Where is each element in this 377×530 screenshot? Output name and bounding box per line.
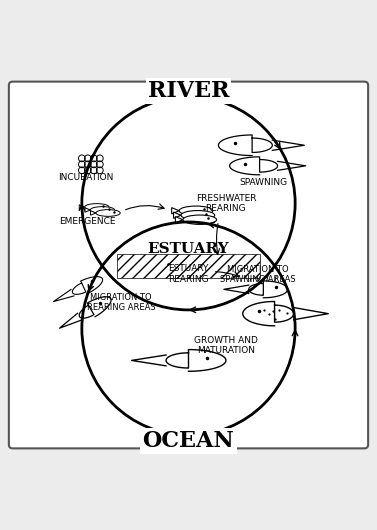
FancyBboxPatch shape xyxy=(9,82,368,448)
Polygon shape xyxy=(132,263,140,269)
Polygon shape xyxy=(294,307,328,320)
Text: RIVER: RIVER xyxy=(148,80,229,102)
Polygon shape xyxy=(166,350,226,372)
Polygon shape xyxy=(172,208,179,214)
Text: SPAWNING: SPAWNING xyxy=(239,178,287,187)
Polygon shape xyxy=(90,211,96,215)
Polygon shape xyxy=(79,297,111,318)
Polygon shape xyxy=(249,281,288,298)
Text: ESTUARY
REARING: ESTUARY REARING xyxy=(168,264,209,284)
Polygon shape xyxy=(132,355,166,366)
Ellipse shape xyxy=(96,210,120,216)
Ellipse shape xyxy=(140,261,177,271)
Text: OCEAN: OCEAN xyxy=(143,430,234,452)
Ellipse shape xyxy=(181,210,215,220)
Text: ESTUARY: ESTUARY xyxy=(148,242,229,256)
Polygon shape xyxy=(54,289,74,302)
Polygon shape xyxy=(173,212,181,218)
Polygon shape xyxy=(60,313,81,328)
Polygon shape xyxy=(224,285,249,294)
Ellipse shape xyxy=(90,207,115,214)
Ellipse shape xyxy=(85,204,109,210)
Text: MIGRATION TO
SPAWNING AREAS: MIGRATION TO SPAWNING AREAS xyxy=(220,264,296,284)
Ellipse shape xyxy=(183,215,216,224)
Text: FRESHWATER
REARING: FRESHWATER REARING xyxy=(196,193,256,213)
Polygon shape xyxy=(230,157,277,175)
Text: GROWTH AND
MATURATION: GROWTH AND MATURATION xyxy=(194,336,258,355)
Text: EMERGENCE: EMERGENCE xyxy=(59,217,116,226)
Bar xyxy=(117,254,260,278)
Polygon shape xyxy=(277,161,306,170)
Polygon shape xyxy=(175,217,183,223)
Text: INCUBATION: INCUBATION xyxy=(58,173,113,182)
Text: MIGRATION TO
REARING AREAS: MIGRATION TO REARING AREAS xyxy=(87,293,155,312)
Polygon shape xyxy=(72,277,103,294)
Ellipse shape xyxy=(179,206,213,215)
Polygon shape xyxy=(272,140,304,151)
Polygon shape xyxy=(218,135,272,155)
Polygon shape xyxy=(85,208,90,212)
Polygon shape xyxy=(79,205,85,209)
Polygon shape xyxy=(243,302,294,326)
